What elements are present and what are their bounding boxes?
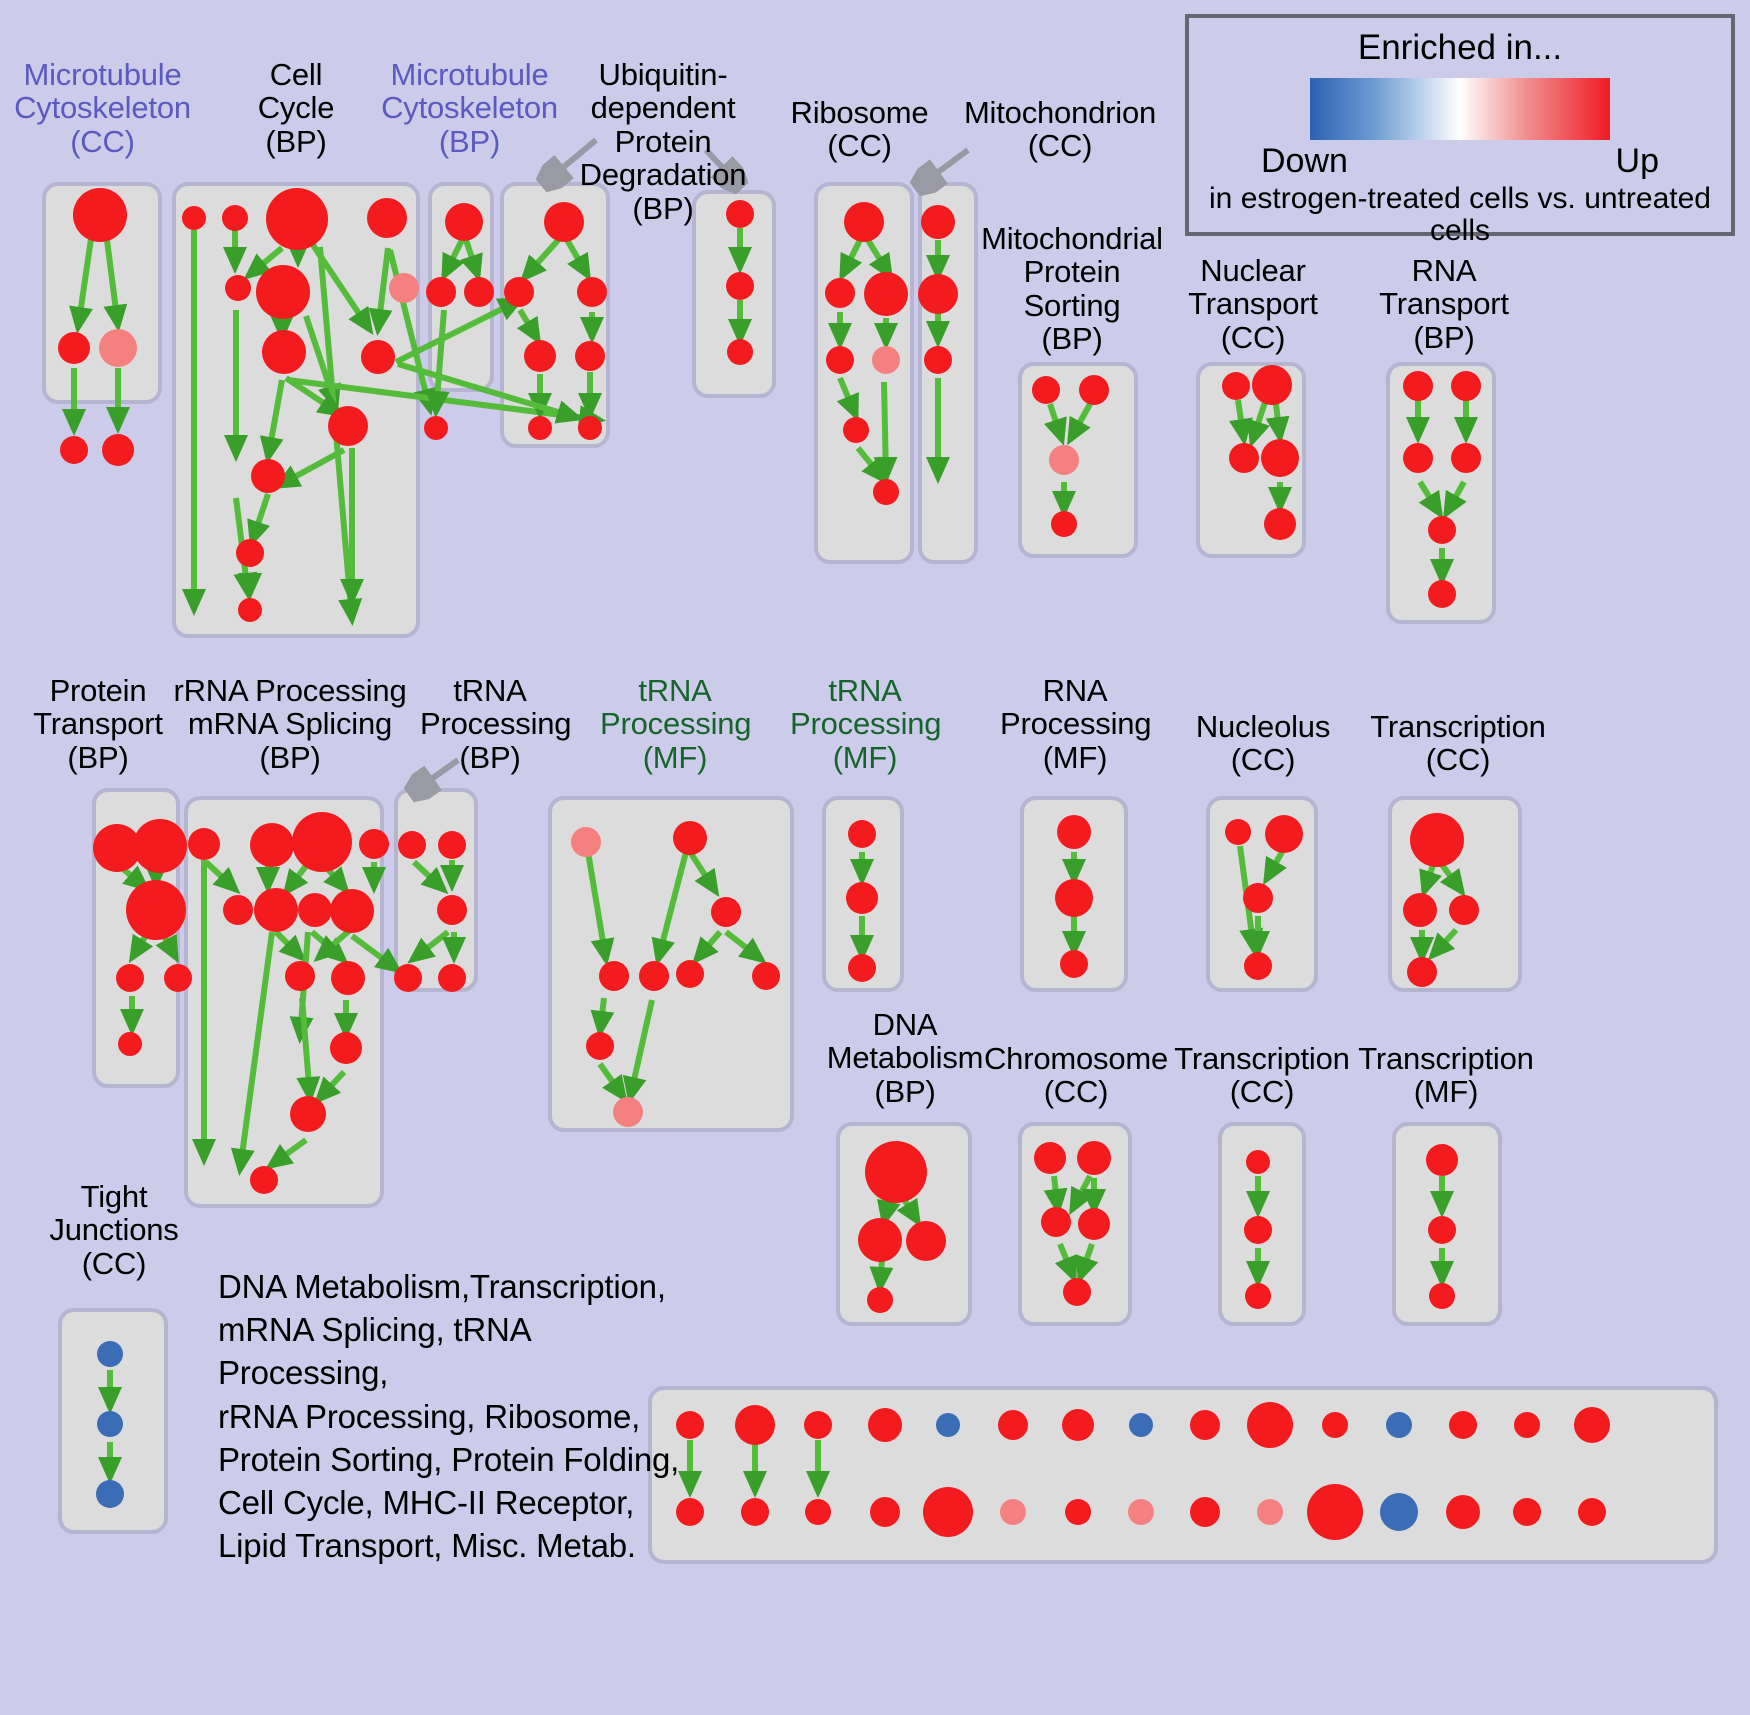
legend-low-label: Down xyxy=(1261,142,1348,180)
legend-high-label: Up xyxy=(1615,142,1659,180)
label-mt-bp: Microtubule Cytoskeleton (BP) xyxy=(381,57,558,159)
label-protein-transport-bp: Protein Transport (BP) xyxy=(33,673,163,775)
label-rna-processing-mf: RNA Processing (MF) xyxy=(1000,673,1152,775)
label-chromosome-cc: Chromosome (CC) xyxy=(983,1041,1169,1110)
label-mito-protein-sorting-bp: Mitochondrial Protein Sorting (BP) xyxy=(981,221,1163,357)
label-mt-cc: Microtubule Cytoskeleton (CC) xyxy=(14,57,191,159)
label-transcription-cc: Transcription (CC) xyxy=(1370,709,1546,778)
legend-title: Enriched in... xyxy=(1357,28,1563,67)
label-ubiquitin-bp: Ubiquitin- dependent Protein Degradation… xyxy=(579,57,747,226)
panel-rrna-mrna-bp xyxy=(184,796,384,1208)
label-trna-processing-mf-2: tRNA Processing (MF) xyxy=(790,673,942,775)
label-trna-processing-bp: tRNA Processing (BP) xyxy=(420,673,572,775)
label-transcription-mf: Transcription (MF) xyxy=(1358,1041,1534,1110)
label-transcription-cc-2: Transcription (CC) xyxy=(1174,1041,1350,1110)
legend-subtitle: in estrogen-treated cells vs. untreated … xyxy=(1209,182,1711,247)
edge-layer xyxy=(62,228,1478,1498)
label-trna-processing-mf-1: tRNA Processing (MF) xyxy=(600,673,752,775)
label-rrna-mrna-bp: rRNA Processing mRNA Splicing (BP) xyxy=(173,673,407,775)
label-rna-transport-bp: RNA Transport (BP) xyxy=(1379,253,1509,355)
legend-colorbar xyxy=(1310,78,1610,140)
label-nuclear-transport-cc: Nuclear Transport (CC) xyxy=(1188,253,1318,355)
legend-panel: Enriched in... Down Up in estrogen-treat… xyxy=(1185,14,1735,246)
label-nucleolus-cc: Nucleolus (CC) xyxy=(1195,709,1331,778)
label-cell-cycle-bp: Cell Cycle (BP) xyxy=(257,57,335,159)
label-tight-junctions-cc: Tight Junctions (CC) xyxy=(49,1179,179,1281)
panel-mitochondrion-cc xyxy=(918,182,978,564)
summary-gene-list: DNA Metabolism,Transcription, mRNA Splic… xyxy=(218,1268,680,1565)
node-layer xyxy=(58,188,1610,1540)
label-ribosome-cc: Ribosome (CC) xyxy=(790,95,929,164)
label-dna-metabolism-bp: DNA Metabolism (BP) xyxy=(826,1007,984,1109)
panel-ribosome-cc xyxy=(814,182,914,564)
label-mitochondrion-cc: Mitochondrion (CC) xyxy=(963,95,1157,164)
pointer-arrows xyxy=(416,137,970,790)
